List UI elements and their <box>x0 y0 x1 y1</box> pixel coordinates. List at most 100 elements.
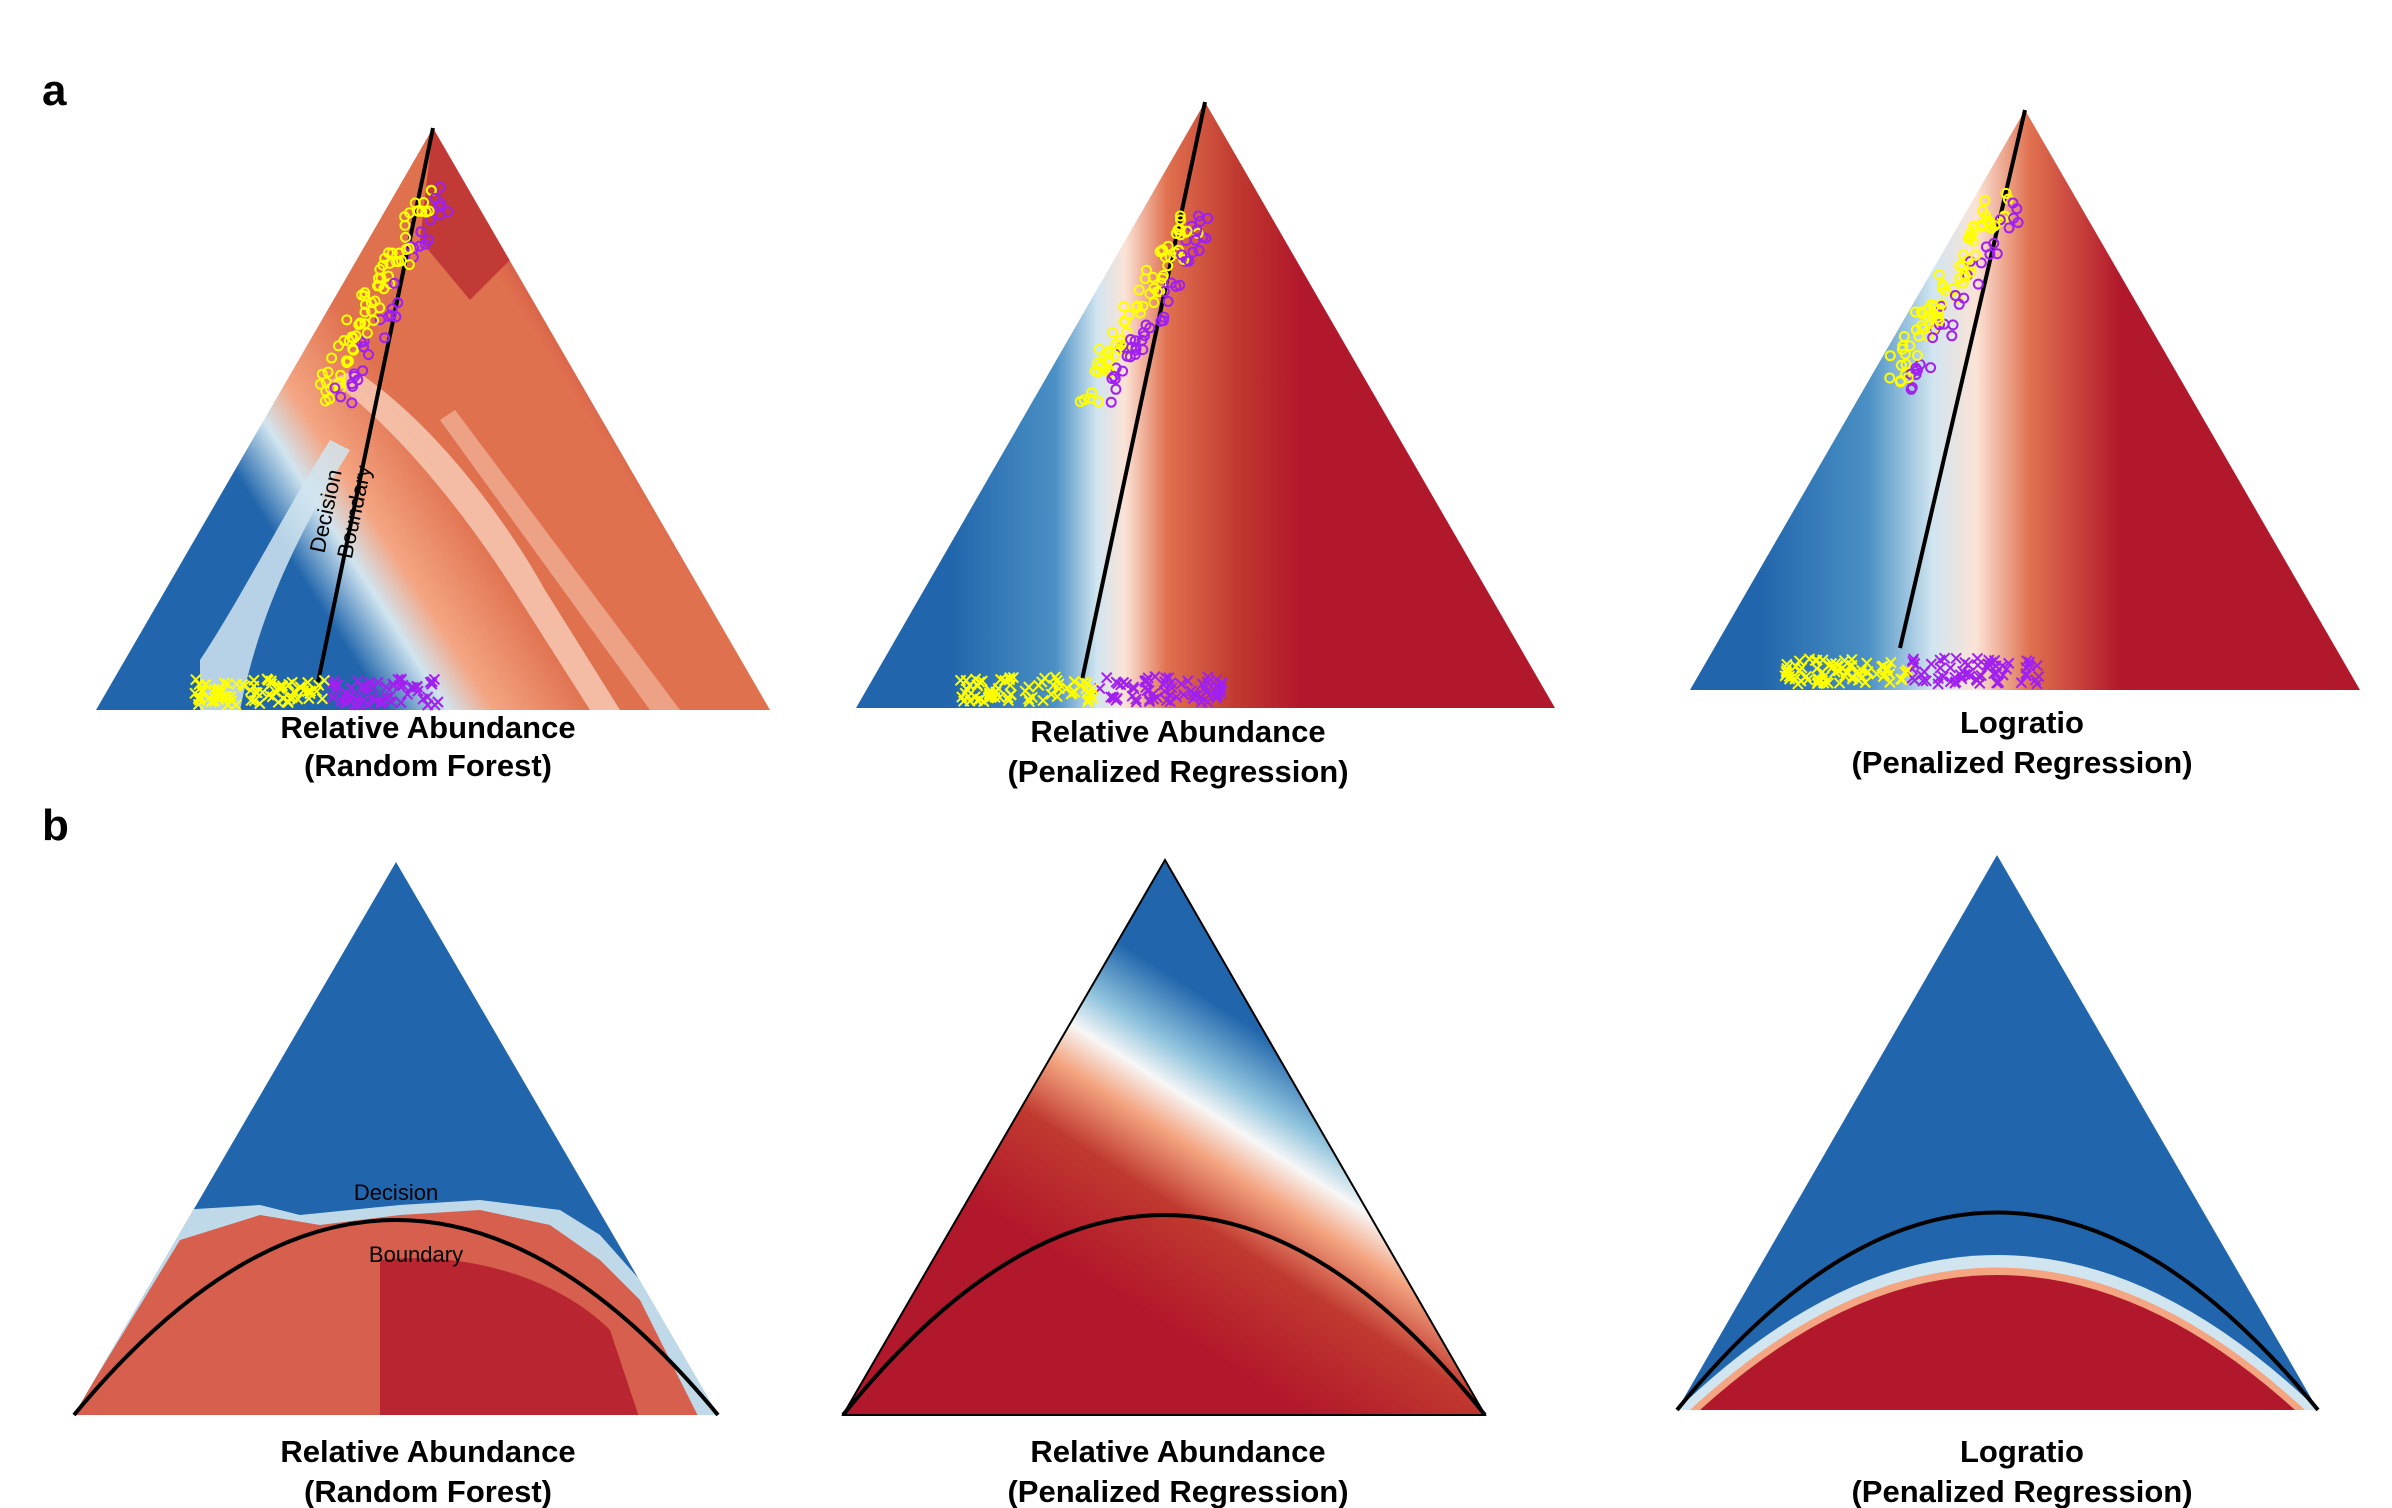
cross-marker <box>265 675 278 687</box>
caption-a-pr-line2: (Penalized Regression) <box>1007 754 1348 789</box>
decision-boundary-curve <box>72 1218 720 1417</box>
cross-marker <box>190 673 202 686</box>
circle-marker <box>1181 225 1193 237</box>
cross-marker <box>353 699 365 711</box>
circle-marker <box>1902 372 1914 384</box>
circle-marker <box>384 257 396 269</box>
cross-marker <box>1149 670 1161 683</box>
cross-marker <box>351 675 364 687</box>
cross-marker <box>1822 677 1834 689</box>
cross-marker <box>395 674 407 686</box>
panel-label-a: a <box>42 66 67 115</box>
circle-marker <box>384 278 396 290</box>
decision-boundary-line <box>316 127 435 683</box>
cross-marker <box>1846 671 1859 683</box>
circle-marker <box>1148 297 1160 309</box>
caption-a-lr-line1: Logratio <box>1960 705 2084 740</box>
circle-marker <box>1190 234 1201 246</box>
circle-marker <box>1900 358 1912 370</box>
circle-marker <box>358 341 370 353</box>
caption-a-rf-line1: Relative Abundance <box>280 710 575 745</box>
cross-marker <box>2002 657 2015 670</box>
circle-marker <box>320 376 332 388</box>
panel-label-b: b <box>42 801 69 850</box>
cross-marker <box>1053 682 1065 695</box>
circle-marker <box>1131 300 1143 312</box>
circle-marker <box>423 205 435 217</box>
cross-marker <box>984 684 997 697</box>
cross-marker <box>1215 687 1227 700</box>
cross-marker <box>1120 678 1133 691</box>
cross-marker <box>1992 677 2004 689</box>
cross-marker <box>1130 693 1142 705</box>
circle-marker <box>1183 255 1195 267</box>
cross-marker <box>254 697 266 710</box>
cross-marker <box>1164 695 1176 708</box>
ternary-plot-a-rf: Decision Boundary <box>96 127 770 711</box>
circle-marker <box>1105 396 1117 408</box>
circle-marker <box>434 209 446 221</box>
cross-marker <box>993 691 1006 704</box>
circle-marker <box>1975 257 1987 269</box>
circle-marker <box>1933 315 1945 326</box>
cross-marker <box>1988 667 2000 680</box>
circle-marker <box>1095 360 1107 372</box>
circle-marker <box>403 259 415 271</box>
circle-marker <box>335 391 347 403</box>
circle-marker <box>373 280 385 292</box>
cross-marker <box>2015 676 2028 689</box>
cross-marker <box>1130 696 1143 708</box>
circle-marker <box>1986 222 1997 234</box>
cross-marker <box>1983 659 1996 671</box>
circle-marker <box>1158 286 1170 297</box>
cross-marker <box>312 679 325 692</box>
cross-marker <box>2031 678 2043 690</box>
cross-marker <box>1037 694 1049 707</box>
circle-marker <box>1117 365 1129 377</box>
cross-marker <box>304 687 316 700</box>
circle-marker <box>368 315 380 326</box>
cross-marker <box>1907 653 1920 665</box>
circle-marker <box>1107 326 1119 338</box>
circle-marker <box>1969 224 1981 236</box>
circle-marker <box>1108 370 1120 382</box>
circle-marker <box>354 317 366 329</box>
cross-marker <box>983 687 996 699</box>
circle-marker <box>2011 203 2023 215</box>
cross-marker <box>199 678 212 691</box>
circle-marker <box>1130 342 1142 354</box>
circle-marker <box>1935 298 1947 310</box>
cross-marker <box>1932 678 1944 690</box>
cross-marker <box>316 693 329 705</box>
cross-marker <box>1143 695 1156 708</box>
circle-marker <box>1904 340 1916 352</box>
cross-marker <box>1781 658 1793 671</box>
circle-marker <box>1106 373 1118 384</box>
circle-marker <box>1193 245 1205 256</box>
circle-marker <box>324 393 335 405</box>
cross-marker <box>221 678 234 690</box>
circle-marker <box>1991 248 2003 260</box>
circle-marker <box>414 240 425 252</box>
cross-marker <box>1908 674 1921 686</box>
decision-label: Decision <box>354 1180 438 1205</box>
cross-marker <box>1022 693 1035 705</box>
circle-marker <box>347 331 359 343</box>
cross-marker <box>2023 656 2036 668</box>
caption-b-rf-line2: (Random Forest) <box>304 1474 552 1508</box>
cross-marker <box>225 690 237 703</box>
circle-marker <box>1118 301 1130 312</box>
ternary-plot-b-rf: Decision Boundary <box>72 862 720 1417</box>
cross-marker <box>1796 662 1808 674</box>
caption-a-rf-line2: (Random Forest) <box>304 748 552 783</box>
caption-b-lr-line2: (Penalized Regression) <box>1851 1474 2192 1508</box>
cross-marker <box>196 684 208 697</box>
circle-marker <box>361 327 373 339</box>
circle-marker <box>383 247 394 259</box>
cross-marker <box>2029 674 2042 686</box>
cross-marker <box>1004 671 1016 684</box>
circle-marker <box>1151 286 1163 298</box>
cross-marker <box>1160 694 1173 707</box>
circle-marker <box>1946 330 1958 342</box>
cross-marker <box>1972 659 1984 671</box>
